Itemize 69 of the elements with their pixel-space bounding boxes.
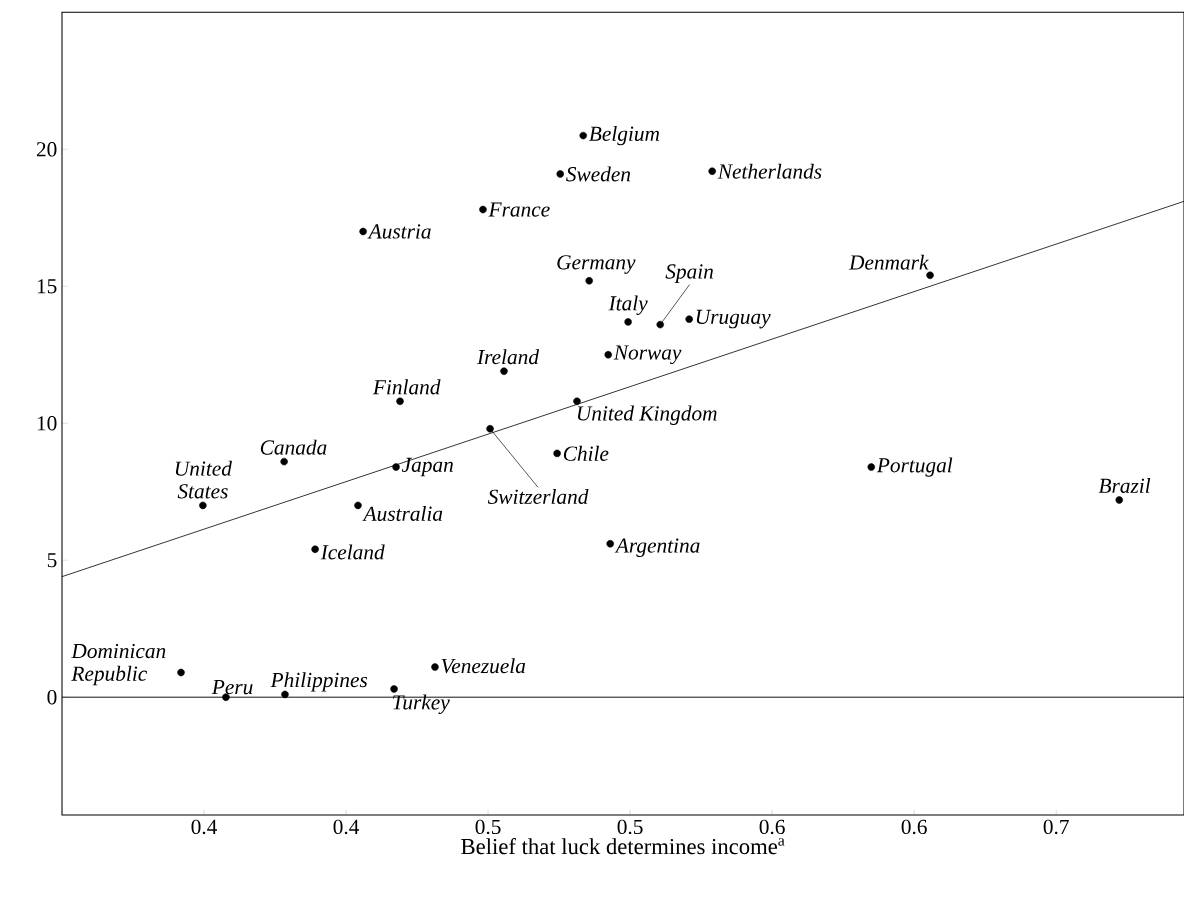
annotation: Australia bbox=[362, 505, 443, 521]
point bbox=[867, 463, 875, 471]
x-tick-label: 0.5 bbox=[475, 819, 501, 835]
point bbox=[392, 463, 400, 471]
annotation: Italy bbox=[608, 295, 648, 315]
point bbox=[1115, 496, 1123, 504]
point bbox=[177, 668, 185, 677]
point bbox=[199, 501, 207, 510]
x-tick-label: 0.5 bbox=[617, 819, 643, 835]
annotation: Netherlands bbox=[717, 163, 822, 179]
x-tick-label: 0.7 bbox=[1043, 819, 1069, 835]
x-tick-label: 0.4 bbox=[333, 819, 360, 835]
point bbox=[431, 663, 439, 671]
point bbox=[606, 540, 614, 548]
annotation: Denmark bbox=[848, 254, 929, 270]
point bbox=[311, 545, 319, 553]
point bbox=[685, 315, 693, 323]
annotation: Iceland bbox=[320, 544, 385, 560]
x-tick-label: 0.6 bbox=[759, 819, 785, 835]
annotation: Argentina bbox=[614, 538, 700, 558]
y-tick-label: 20 bbox=[36, 142, 57, 157]
point bbox=[500, 367, 508, 375]
point bbox=[359, 227, 367, 236]
point bbox=[926, 271, 934, 280]
annotation: Brazil bbox=[1098, 477, 1151, 493]
x-tick-label: 0.4 bbox=[191, 819, 218, 835]
annotation: Finland bbox=[372, 379, 441, 395]
point bbox=[573, 397, 581, 406]
annotation: Belgium bbox=[589, 125, 660, 146]
x-axis-title: Belief that luck determines income$^{a}$ bbox=[461, 838, 785, 855]
annotation: United Kingdom bbox=[577, 405, 717, 425]
y-tick-label: 0 bbox=[47, 690, 57, 705]
point bbox=[708, 167, 716, 175]
y-tick-label: 15 bbox=[37, 279, 57, 294]
point bbox=[624, 318, 632, 326]
annotation: Japan bbox=[401, 457, 453, 477]
annotation: Peru bbox=[211, 680, 253, 695]
annotation: Dominican Republic bbox=[71, 643, 166, 686]
point bbox=[280, 457, 288, 466]
annotation: United States bbox=[175, 460, 232, 499]
annotation: Portugal bbox=[876, 457, 953, 477]
annotation: Austria bbox=[367, 224, 431, 239]
annotation: Sweden bbox=[566, 166, 631, 182]
annotation: Chile bbox=[563, 445, 609, 461]
point bbox=[396, 397, 404, 406]
point bbox=[556, 170, 564, 178]
point bbox=[354, 501, 362, 510]
point bbox=[486, 424, 494, 433]
annotation: Philippines bbox=[270, 672, 368, 692]
annotation: Venezuela bbox=[441, 658, 526, 674]
point bbox=[553, 449, 561, 458]
point bbox=[604, 351, 612, 359]
annotation: Germany bbox=[557, 255, 636, 274]
x-tick-label: 0.6 bbox=[901, 819, 927, 835]
annotation: France bbox=[488, 202, 550, 217]
y-tick-label: 5 bbox=[47, 553, 57, 568]
annotation: Switzerland bbox=[487, 488, 589, 504]
point bbox=[390, 685, 398, 693]
point bbox=[479, 205, 487, 214]
annotation: Spain bbox=[665, 264, 713, 284]
annotation: Uruguay bbox=[696, 309, 771, 329]
point bbox=[585, 277, 593, 285]
point bbox=[656, 320, 664, 329]
annotation: Canada bbox=[260, 439, 327, 455]
y-tick-label: 10 bbox=[37, 416, 57, 431]
annotation: Norway bbox=[613, 345, 682, 365]
annotation: Turkey bbox=[393, 694, 450, 714]
point bbox=[579, 131, 587, 140]
annotation: Ireland bbox=[476, 349, 540, 365]
